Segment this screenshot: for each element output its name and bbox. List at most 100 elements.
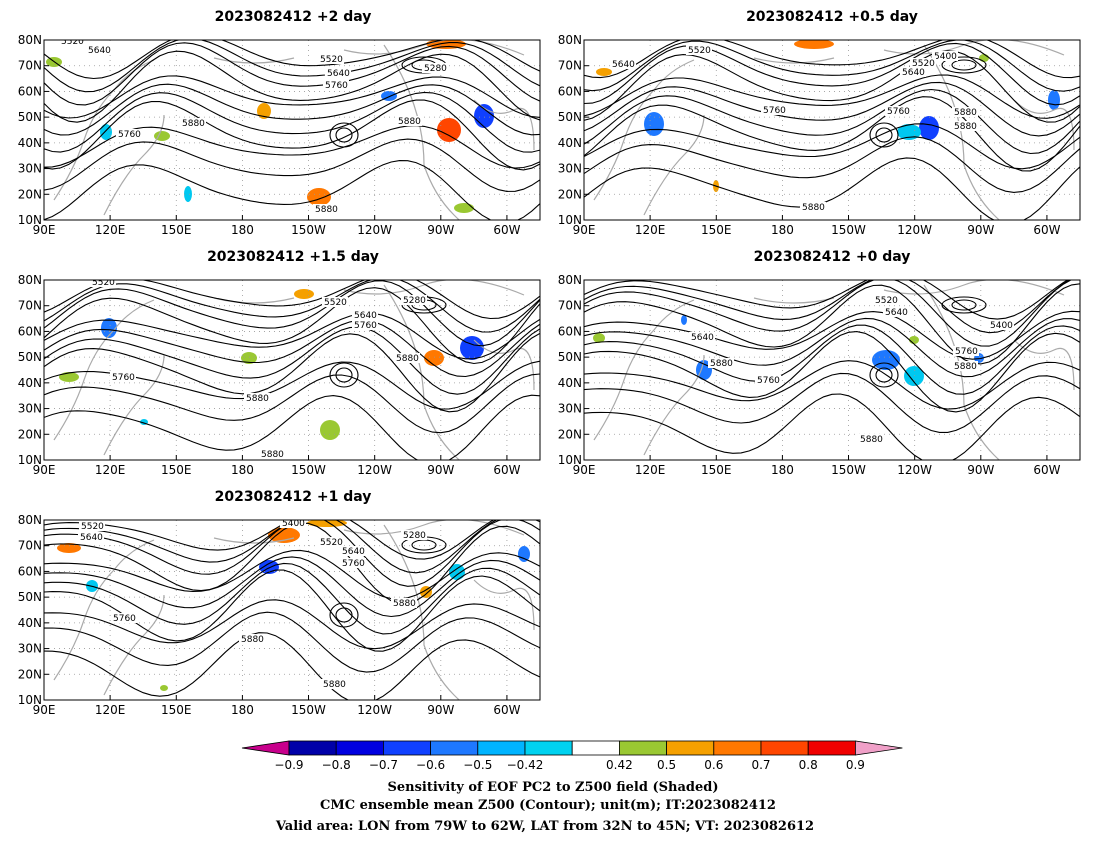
colorbar-segment: [477, 740, 526, 756]
lat-tick-label: 20N: [558, 427, 582, 441]
lon-tick-label: 150E: [161, 463, 192, 477]
z500-contour: [584, 280, 1071, 334]
lat-tick-label: 50N: [18, 350, 42, 364]
coastline: [343, 40, 525, 56]
z500-contour: [584, 123, 1080, 170]
sensitivity-shade: [184, 186, 192, 202]
z500-closed-contour: [335, 607, 353, 623]
z500-contour: [584, 324, 1080, 395]
z500-closed-contour: [869, 362, 899, 388]
contour-label: 5880: [241, 635, 264, 645]
lat-tick-label: 20N: [18, 187, 42, 201]
lon-tick-label: 90W: [427, 223, 454, 237]
z500-closed-contour: [941, 56, 987, 74]
lon-tick-label: 180: [771, 223, 794, 237]
z500-contour: [584, 360, 1080, 410]
lat-tick-label: 60N: [18, 84, 42, 98]
z500-closed-contour: [329, 362, 359, 388]
lon-tick-label: 120W: [357, 463, 392, 477]
lat-tick-label: 30N: [558, 162, 582, 176]
lon-tick-label: 90E: [573, 463, 596, 477]
sensitivity-shade: [59, 372, 79, 382]
contour-label: 5640: [691, 333, 714, 343]
colorbar-segment: [807, 740, 856, 756]
caption-line-1: Sensitivity of EOF PC2 to Z500 field (Sh…: [387, 780, 718, 795]
panel-title-plus1: 2023082412 +1 day: [215, 489, 372, 505]
contour-label: 5640: [80, 533, 103, 543]
coastline: [53, 539, 155, 681]
lon-tick-label: 120E: [95, 703, 126, 717]
lon-tick-label: 150E: [701, 223, 732, 237]
sensitivity-shade: [307, 520, 347, 527]
colorbar-label: −0.42: [507, 758, 544, 772]
z500-contour: [44, 160, 540, 220]
contour-label: 5520: [320, 55, 343, 65]
map-content: 5400528055205640552056405760576058805880…: [44, 520, 540, 700]
contour-label: 5880: [261, 450, 284, 460]
coastline: [383, 284, 461, 460]
contour-label: 5760: [118, 130, 141, 140]
coastline: [593, 59, 695, 201]
coastline: [103, 354, 165, 456]
contour-label: 5400: [990, 321, 1013, 331]
contour-label: 5280: [424, 64, 447, 74]
z500-contour: [584, 393, 1080, 460]
coastline: [923, 284, 1001, 460]
contour-label: 5520: [81, 522, 104, 532]
map-frame: [583, 279, 1081, 461]
contour-label: 5880: [323, 680, 346, 690]
sensitivity-shade: [449, 564, 465, 580]
z500-contour: [44, 42, 540, 106]
z500-contour: [584, 157, 1080, 220]
lon-tick-label: 90W: [967, 463, 994, 477]
lon-tick-label: 90W: [427, 703, 454, 717]
caption-line-3: Valid area: LON from 79W to 62W, LAT fro…: [275, 819, 814, 834]
map-panel-plus1: 5400528055205640552056405760576058805880…: [18, 513, 541, 717]
z500-closed-contour: [411, 539, 437, 551]
colorbar-label: −0.7: [369, 758, 398, 772]
lat-tick-label: 70N: [558, 299, 582, 313]
lon-tick-label: 90E: [33, 223, 56, 237]
lat-tick-label: 60N: [558, 84, 582, 98]
z500-contour: [584, 40, 1080, 92]
contour-label: 5640: [885, 308, 908, 318]
contour-label: 5880: [398, 117, 421, 127]
z500-contour: [584, 283, 1080, 365]
sensitivity-shade: [101, 318, 117, 338]
z500-contour: [44, 75, 540, 119]
contour-label: 5520: [92, 278, 115, 288]
contour-label: 5520: [875, 296, 898, 306]
panel-title-plus0: 2023082412 +0 day: [754, 249, 911, 265]
z500-contour: [44, 332, 540, 413]
lon-tick-label: 90W: [967, 223, 994, 237]
sensitivity-shade: [420, 586, 432, 598]
lon-tick-label: 150W: [831, 223, 866, 237]
lat-tick-label: 60N: [18, 564, 42, 578]
coastline: [383, 524, 461, 700]
sensitivity-shade: [437, 118, 461, 142]
z500-contour: [584, 96, 1080, 172]
sensitivity-shade: [904, 366, 924, 386]
map-panel-plus2: 5520 5640 5520 5640 5760 5280 5760 5880 5880 5880…: [18, 33, 541, 237]
contour-label: 5760: [887, 107, 910, 117]
lon-tick-label: 150W: [291, 703, 326, 717]
sensitivity-shade: [320, 420, 340, 440]
lon-tick-label: 60W: [1033, 223, 1060, 237]
contour-label: 5520: [324, 298, 347, 308]
z500-contour: [584, 50, 1080, 123]
colorbar-label: −0.9: [274, 758, 303, 772]
lat-tick-label: 60N: [18, 324, 42, 338]
sensitivity-shade: [794, 40, 834, 49]
lon-tick-label: 150E: [161, 223, 192, 237]
z500-closed-contour: [335, 367, 353, 383]
lat-tick-label: 40N: [18, 136, 42, 150]
z500-contour: [44, 319, 540, 378]
sensitivity-shade: [307, 188, 331, 206]
z500-closed-contour: [951, 59, 977, 71]
lat-tick-label: 70N: [18, 59, 42, 73]
coastline: [593, 299, 695, 441]
coastline: [53, 299, 155, 441]
panel-title-plus15: 2023082412 +1.5 day: [207, 249, 379, 265]
sensitivity-shade: [644, 112, 664, 136]
